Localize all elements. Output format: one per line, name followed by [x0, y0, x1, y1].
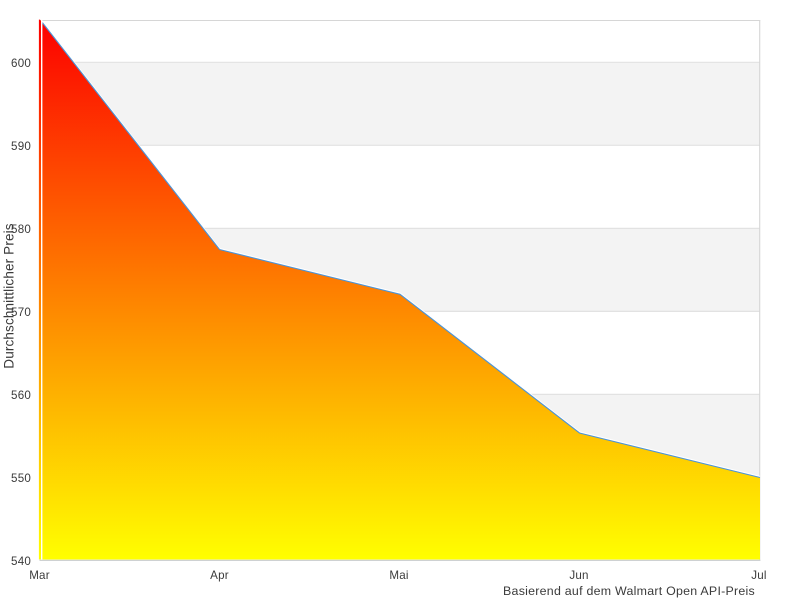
svg-text:580: 580	[11, 223, 31, 236]
svg-text:Mar: Mar	[29, 569, 50, 582]
svg-text:600: 600	[11, 57, 31, 70]
svg-text:Basierend auf dem Walmart Open: Basierend auf dem Walmart Open API-Preis	[503, 584, 755, 598]
svg-text:Durchschnittlicher Preis: Durchschnittlicher Preis	[2, 223, 17, 368]
svg-text:590: 590	[11, 140, 31, 153]
svg-text:570: 570	[11, 306, 31, 319]
svg-text:Jun: Jun	[569, 569, 588, 582]
svg-text:Jul: Jul	[751, 569, 766, 582]
svg-text:550: 550	[11, 472, 31, 485]
svg-text:560: 560	[11, 389, 31, 402]
svg-text:540: 540	[11, 555, 31, 568]
svg-text:Mai: Mai	[389, 569, 408, 582]
svg-text:Apr: Apr	[210, 569, 229, 582]
